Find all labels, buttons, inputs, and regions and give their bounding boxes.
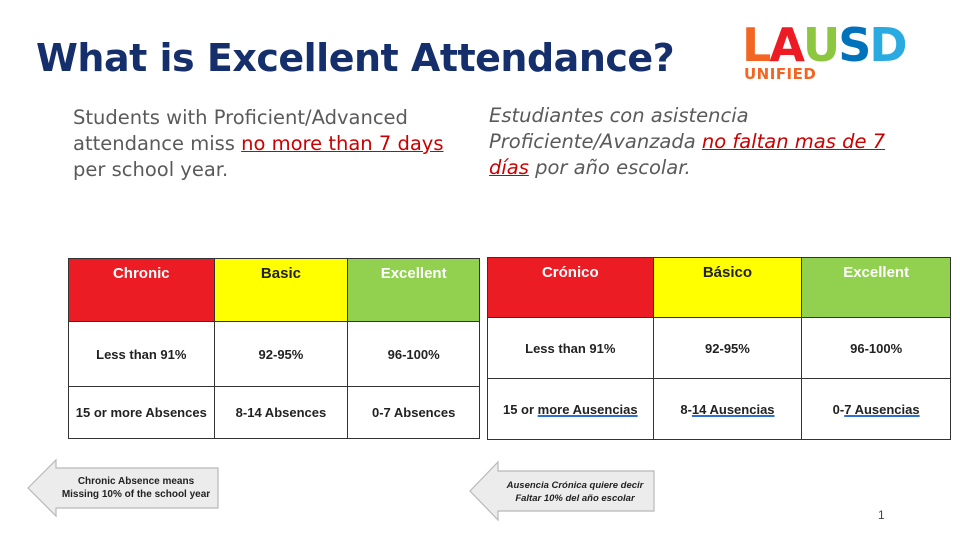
header-excellent: Excellent — [347, 258, 480, 322]
table-row: Less than 91% 92-95% 96-100% — [487, 317, 951, 379]
spanish-highlight: no faltan mas de 7 días — [489, 130, 886, 179]
table-cell: 8-14 Ausencias — [652, 378, 803, 440]
header-cronico: Crónico — [487, 257, 654, 318]
callout-arrow-english: Chronic Absence means Missing 10% of the… — [26, 458, 220, 518]
table-cell: 96-100% — [801, 317, 951, 379]
attendance-table-english: Chronic Basic Excellent Less than 91% 92… — [68, 258, 480, 439]
spanish-description: Estudiantes con asistencia Proficiente/A… — [489, 103, 889, 181]
cell-prefix: 8- — [680, 401, 692, 417]
table-cell: 92-95% — [213, 321, 349, 387]
table-cell: Less than 91% — [487, 317, 654, 379]
header-excellent: Excellent — [801, 257, 951, 318]
header-basic: Basic — [213, 258, 349, 322]
cell-underlined: more Ausencias — [537, 401, 638, 417]
english-text-before: Students with Proficient/Advanced attend… — [73, 106, 408, 155]
callout-line: Chronic Absence means — [77, 476, 195, 487]
table-cell: 8-14 Absences — [213, 386, 349, 439]
logo-letter: S — [838, 18, 871, 72]
table-header-row: Crónico Básico Excellent — [487, 257, 951, 318]
header-chronic: Chronic — [68, 258, 215, 322]
cell-prefix: 15 or — [502, 401, 538, 417]
logo-letter: D — [869, 18, 907, 72]
callout-text: Ausencia Crónica quiere decir Faltar 10%… — [496, 479, 654, 505]
table-cell: 96-100% — [347, 321, 480, 387]
logo-letter: L — [742, 18, 771, 72]
cell-underlined: 14 Ausencias — [691, 401, 775, 417]
callout-line: Missing 10% of the school year — [61, 489, 211, 500]
slide-title: What is Excellent Attendance? — [36, 36, 675, 80]
left-arrow-icon — [469, 460, 655, 522]
table-cell: 0-7 Absences — [347, 386, 480, 439]
header-basico: Básico — [652, 257, 803, 318]
callout-line: Faltar 10% del año escolar — [515, 493, 635, 504]
callout-text: Chronic Absence means Missing 10% of the… — [54, 475, 218, 501]
logo-letter: U — [802, 18, 840, 72]
left-arrow-icon — [27, 458, 219, 518]
table-cell: 92-95% — [652, 317, 803, 379]
table-row: 15 or more Absences 8-14 Absences 0-7 Ab… — [68, 386, 480, 439]
callout-arrow-spanish: Ausencia Crónica quiere decir Faltar 10%… — [468, 460, 656, 522]
logo-letter: A — [769, 18, 805, 72]
callout-line: Ausencia Crónica quiere decir — [506, 480, 644, 491]
spanish-text-after: por año escolar. — [528, 156, 691, 179]
english-description: Students with Proficient/Advanced attend… — [73, 105, 473, 183]
table-cell: 15 or more Ausencias — [487, 378, 654, 440]
lausd-logo: LAUSD UNIFIED — [742, 22, 942, 86]
logo-subtitle: UNIFIED — [744, 65, 817, 83]
logo-wordmark: LAUSD — [742, 18, 908, 72]
table-row: 15 or more Ausencias 8-14 Ausencias 0-7 … — [487, 378, 951, 440]
cell-prefix: 0- — [832, 401, 845, 417]
english-text-after: per school year. — [73, 158, 229, 181]
table-row: Less than 91% 92-95% 96-100% — [68, 321, 480, 387]
page-number: 1 — [878, 508, 885, 522]
table-header-row: Chronic Basic Excellent — [68, 258, 480, 322]
table-cell: Less than 91% — [68, 321, 215, 387]
table-cell: 15 or more Absences — [68, 386, 215, 439]
english-highlight: no more than 7 days — [241, 132, 444, 155]
spanish-text-before: Estudiantes con asistencia Proficiente/A… — [489, 104, 749, 153]
cell-underlined: 7 Ausencias — [844, 401, 920, 417]
table-cell: 0-7 Ausencias — [801, 378, 951, 440]
attendance-table-spanish: Crónico Básico Excellent Less than 91% 9… — [487, 257, 951, 440]
